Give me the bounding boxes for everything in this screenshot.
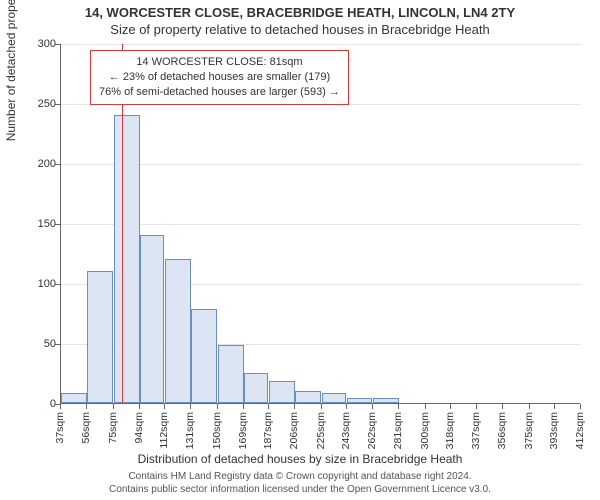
xtick-mark <box>398 404 399 409</box>
xtick-label: 56sqm <box>80 412 92 452</box>
xtick-mark <box>113 404 114 409</box>
xtick-mark <box>139 404 140 409</box>
xtick-mark <box>243 404 244 409</box>
xtick-mark <box>346 404 347 409</box>
annotation-line3: 76% of semi-detached houses are larger (… <box>99 85 340 100</box>
xtick-label: 37sqm <box>54 412 66 452</box>
xtick-label: 281sqm <box>392 412 404 452</box>
xtick-label: 94sqm <box>133 412 145 452</box>
xtick-mark <box>86 404 87 409</box>
histogram-bar <box>218 345 244 403</box>
xtick-label: 225sqm <box>315 412 327 452</box>
ytick-label: 300 <box>16 38 56 50</box>
xtick-label: 112sqm <box>158 412 170 452</box>
ytick-mark <box>55 224 60 225</box>
x-axis-label: Distribution of detached houses by size … <box>0 452 600 466</box>
ytick-label: 50 <box>16 338 56 350</box>
footer-attribution: Contains HM Land Registry data © Crown c… <box>0 471 600 496</box>
xtick-mark <box>190 404 191 409</box>
annotation-box: 14 WORCESTER CLOSE: 81sqm ← 23% of detac… <box>90 50 349 105</box>
y-axis-label: Number of detached properties <box>4 0 18 141</box>
xtick-label: 187sqm <box>262 412 274 452</box>
xtick-label: 206sqm <box>288 412 300 452</box>
footer-line2: Contains public sector information licen… <box>0 484 600 497</box>
xtick-mark <box>502 404 503 409</box>
histogram-bar <box>87 271 113 403</box>
histogram-bar <box>295 391 321 403</box>
ytick-label: 250 <box>16 98 56 110</box>
histogram-bar <box>61 393 87 403</box>
xtick-mark <box>294 404 295 409</box>
histogram-bar <box>322 393 346 403</box>
xtick-label: 150sqm <box>211 412 223 452</box>
histogram-bar <box>373 398 399 403</box>
ytick-mark <box>55 104 60 105</box>
xtick-label: 131sqm <box>184 412 196 452</box>
xtick-mark <box>164 404 165 409</box>
xtick-label: 412sqm <box>574 412 586 452</box>
xtick-label: 300sqm <box>419 412 431 452</box>
xtick-label: 243sqm <box>340 412 352 452</box>
xtick-mark <box>450 404 451 409</box>
annotation-line1: 14 WORCESTER CLOSE: 81sqm <box>99 55 340 70</box>
ytick-mark <box>55 344 60 345</box>
chart-title-address: 14, WORCESTER CLOSE, BRACEBRIDGE HEATH, … <box>0 5 600 20</box>
xtick-mark <box>580 404 581 409</box>
xtick-mark <box>529 404 530 409</box>
footer-line1: Contains HM Land Registry data © Crown c… <box>0 471 600 484</box>
ytick-label: 100 <box>16 278 56 290</box>
xtick-mark <box>217 404 218 409</box>
ytick-label: 200 <box>16 158 56 170</box>
xtick-mark <box>268 404 269 409</box>
xtick-mark <box>321 404 322 409</box>
xtick-label: 318sqm <box>444 412 456 452</box>
xtick-label: 393sqm <box>548 412 560 452</box>
ytick-label: 0 <box>16 398 56 410</box>
gridline <box>61 44 580 45</box>
xtick-mark <box>476 404 477 409</box>
xtick-label: 356sqm <box>496 412 508 452</box>
histogram-bar <box>191 309 217 403</box>
histogram-bar <box>347 398 373 403</box>
xtick-mark <box>60 404 61 409</box>
xtick-mark <box>425 404 426 409</box>
chart-subtitle: Size of property relative to detached ho… <box>0 22 600 37</box>
annotation-line2: ← 23% of detached houses are smaller (17… <box>99 70 340 85</box>
histogram-bar <box>140 235 164 403</box>
xtick-mark <box>372 404 373 409</box>
histogram-bar <box>244 373 268 403</box>
xtick-label: 262sqm <box>366 412 378 452</box>
ytick-label: 150 <box>16 218 56 230</box>
xtick-label: 337sqm <box>470 412 482 452</box>
ytick-mark <box>55 44 60 45</box>
histogram-bar <box>114 115 140 403</box>
xtick-mark <box>554 404 555 409</box>
xtick-label: 375sqm <box>523 412 535 452</box>
ytick-mark <box>55 284 60 285</box>
xtick-label: 75sqm <box>107 412 119 452</box>
histogram-bar <box>269 381 295 403</box>
histogram-bar <box>165 259 191 403</box>
ytick-mark <box>55 164 60 165</box>
xtick-label: 169sqm <box>237 412 249 452</box>
